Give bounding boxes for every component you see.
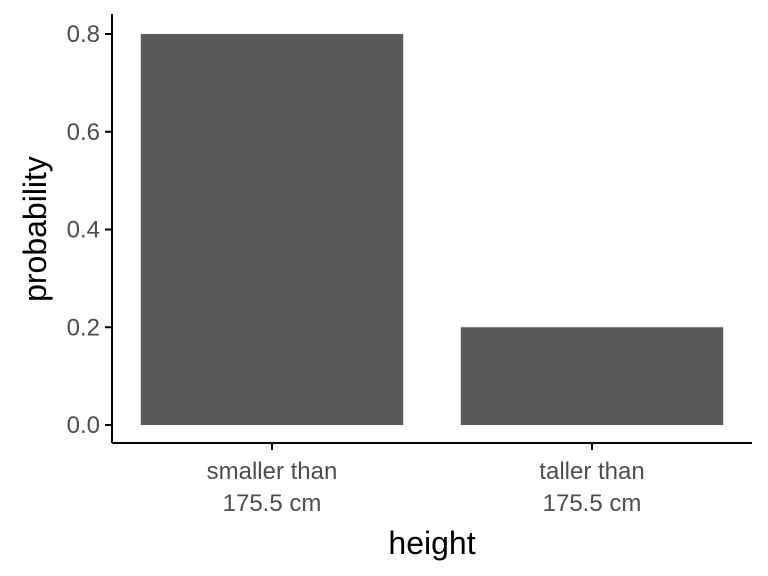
- y-tick-label: 0.6: [67, 119, 100, 146]
- x-axis-title: height: [388, 525, 475, 561]
- bars-group: [140, 34, 724, 425]
- x-tick-label: taller than 175.5 cm: [539, 458, 644, 517]
- y-tick-label: 0.4: [67, 217, 100, 244]
- y-axis-title: probability: [17, 156, 53, 302]
- y-tick-label: 0.0: [67, 412, 100, 439]
- y-tick-label: 0.8: [67, 21, 100, 48]
- y-ticks-group: 0.0 0.2 0.4 0.6 0.8: [67, 21, 112, 439]
- y-tick-label: 0.2: [67, 314, 100, 341]
- bar-1: [460, 327, 724, 425]
- bar-0: [140, 34, 404, 425]
- x-tick-label: smaller than 175.5 cm: [207, 458, 338, 517]
- x-ticks-group: smaller than 175.5 cm taller than 175.5 cm: [207, 443, 645, 517]
